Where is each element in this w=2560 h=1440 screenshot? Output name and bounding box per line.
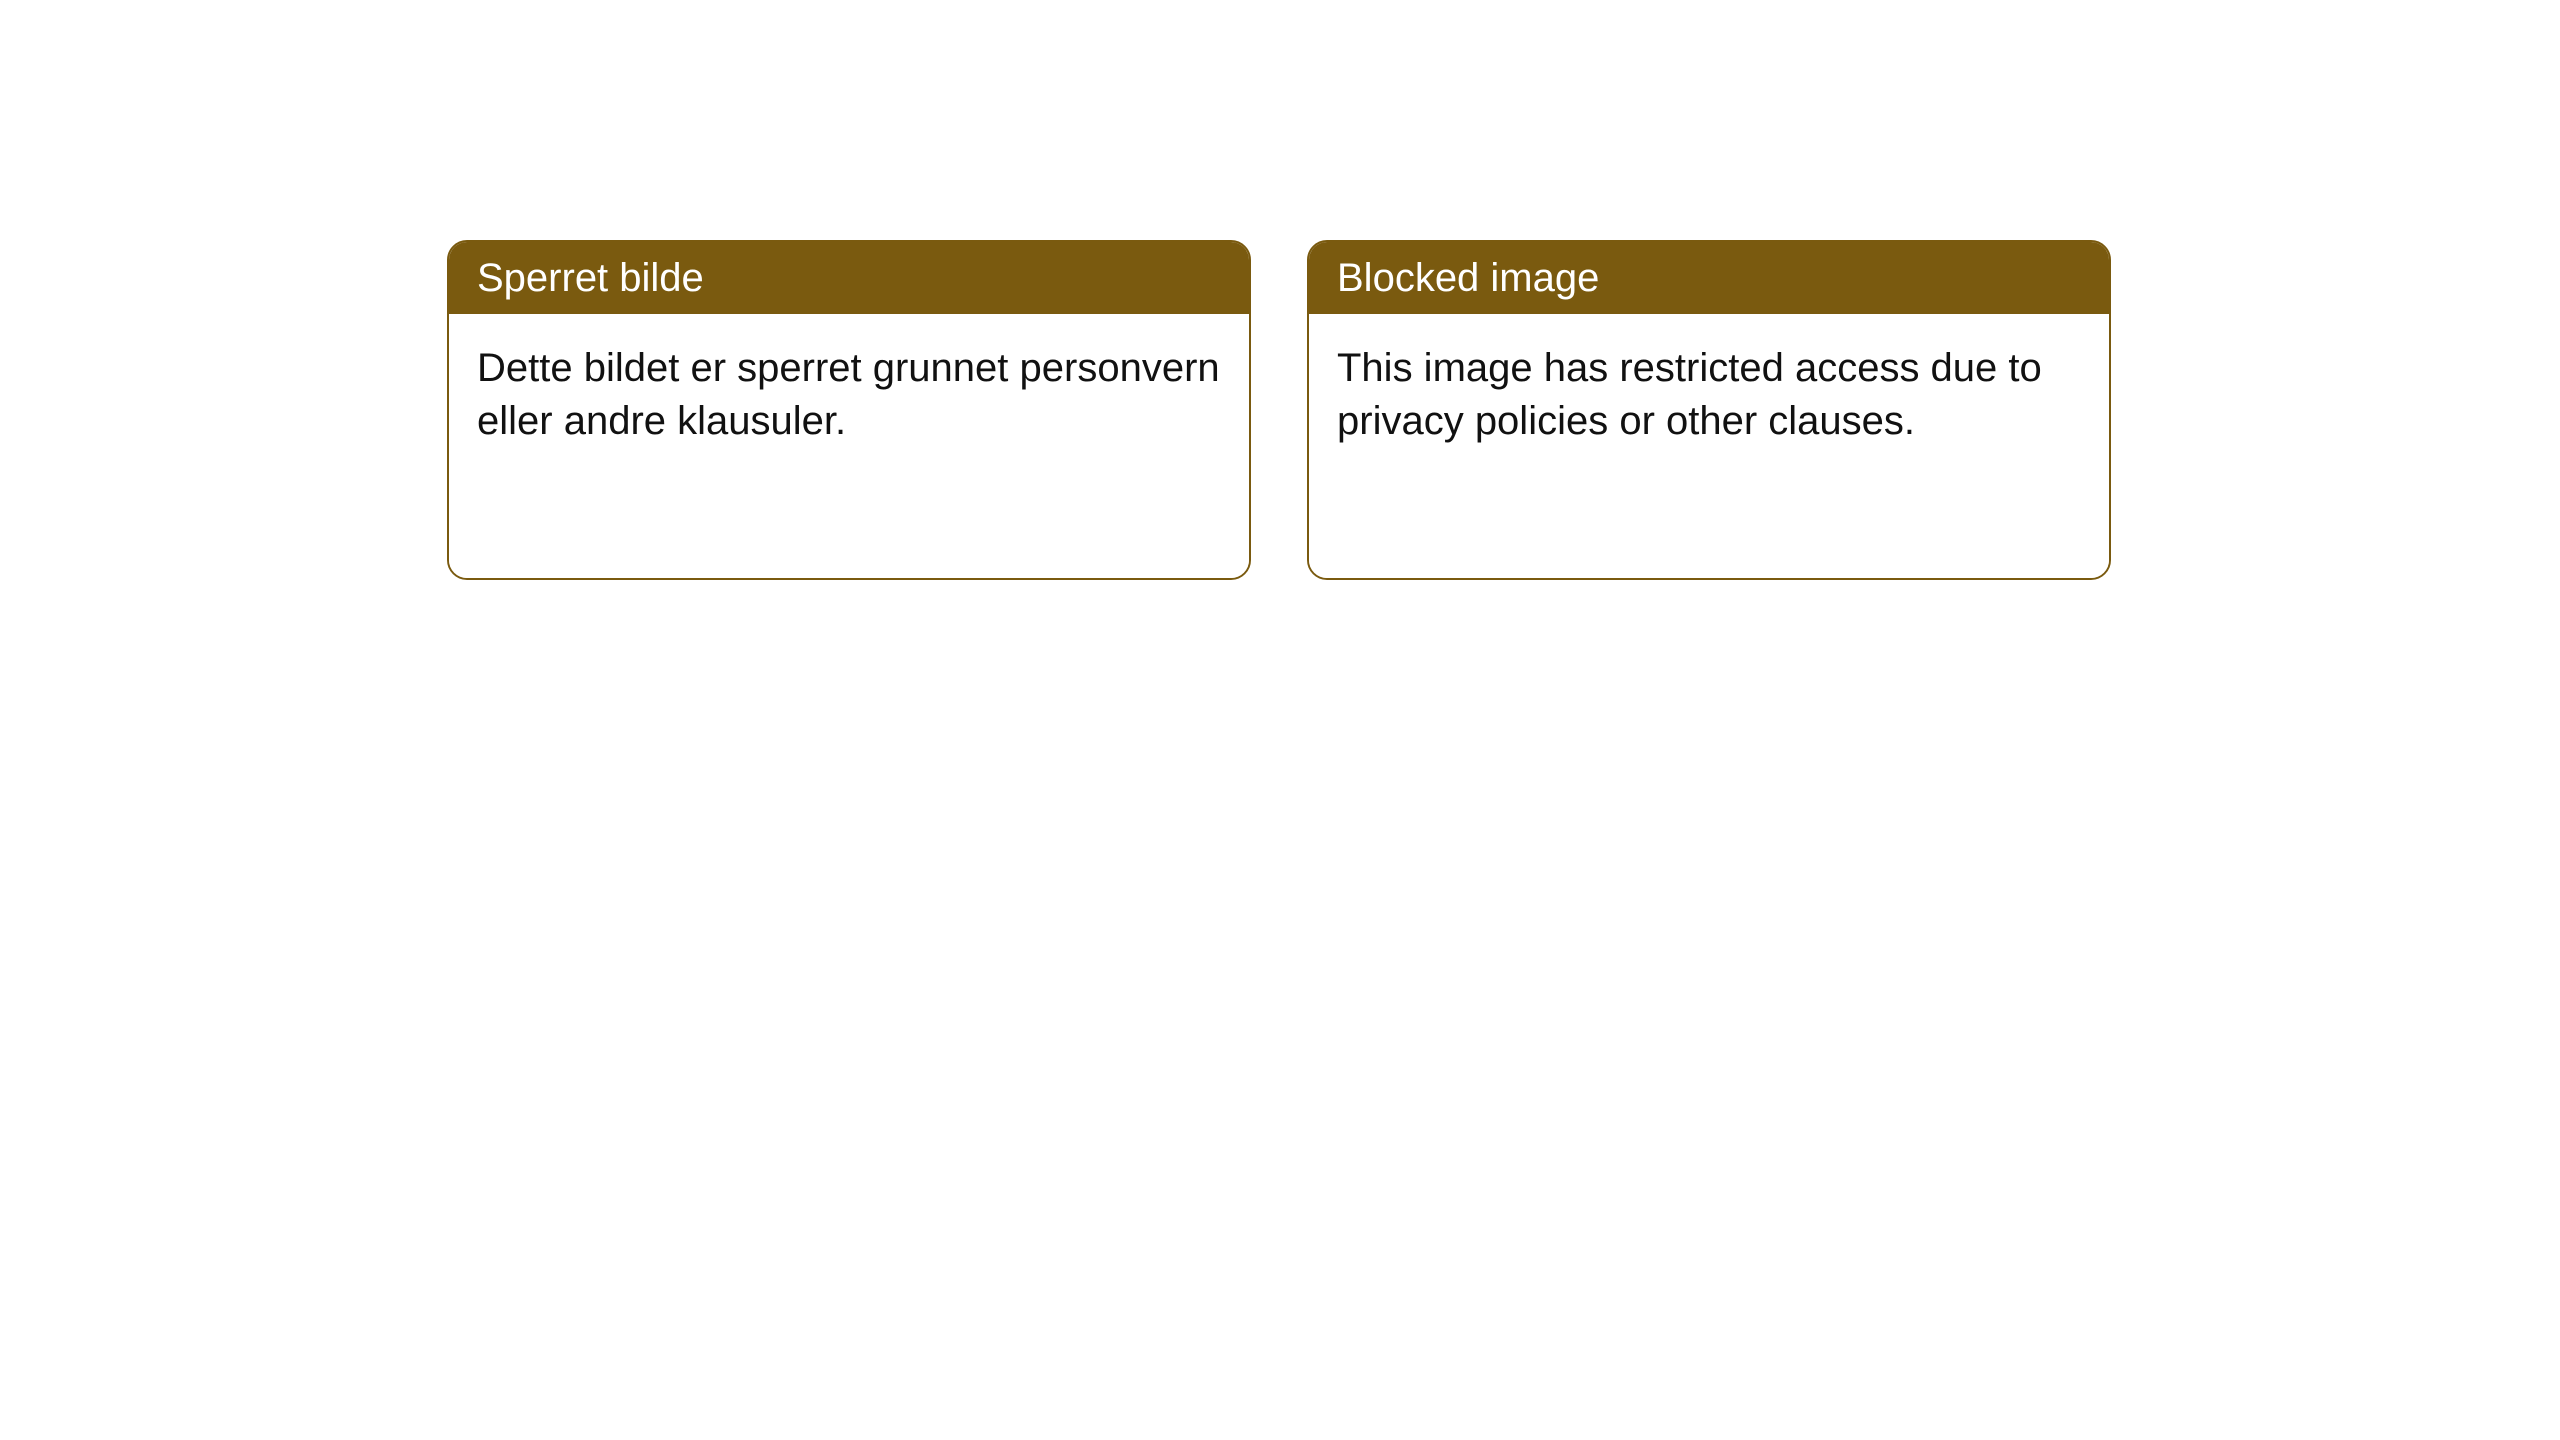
notice-card-title: Blocked image [1309,242,2109,314]
notice-card-body: Dette bildet er sperret grunnet personve… [449,314,1249,578]
notice-card-body: This image has restricted access due to … [1309,314,2109,578]
notice-card-title: Sperret bilde [449,242,1249,314]
notice-card-row: Sperret bilde Dette bildet er sperret gr… [0,0,2560,580]
notice-card-english: Blocked image This image has restricted … [1307,240,2111,580]
notice-card-norwegian: Sperret bilde Dette bildet er sperret gr… [447,240,1251,580]
